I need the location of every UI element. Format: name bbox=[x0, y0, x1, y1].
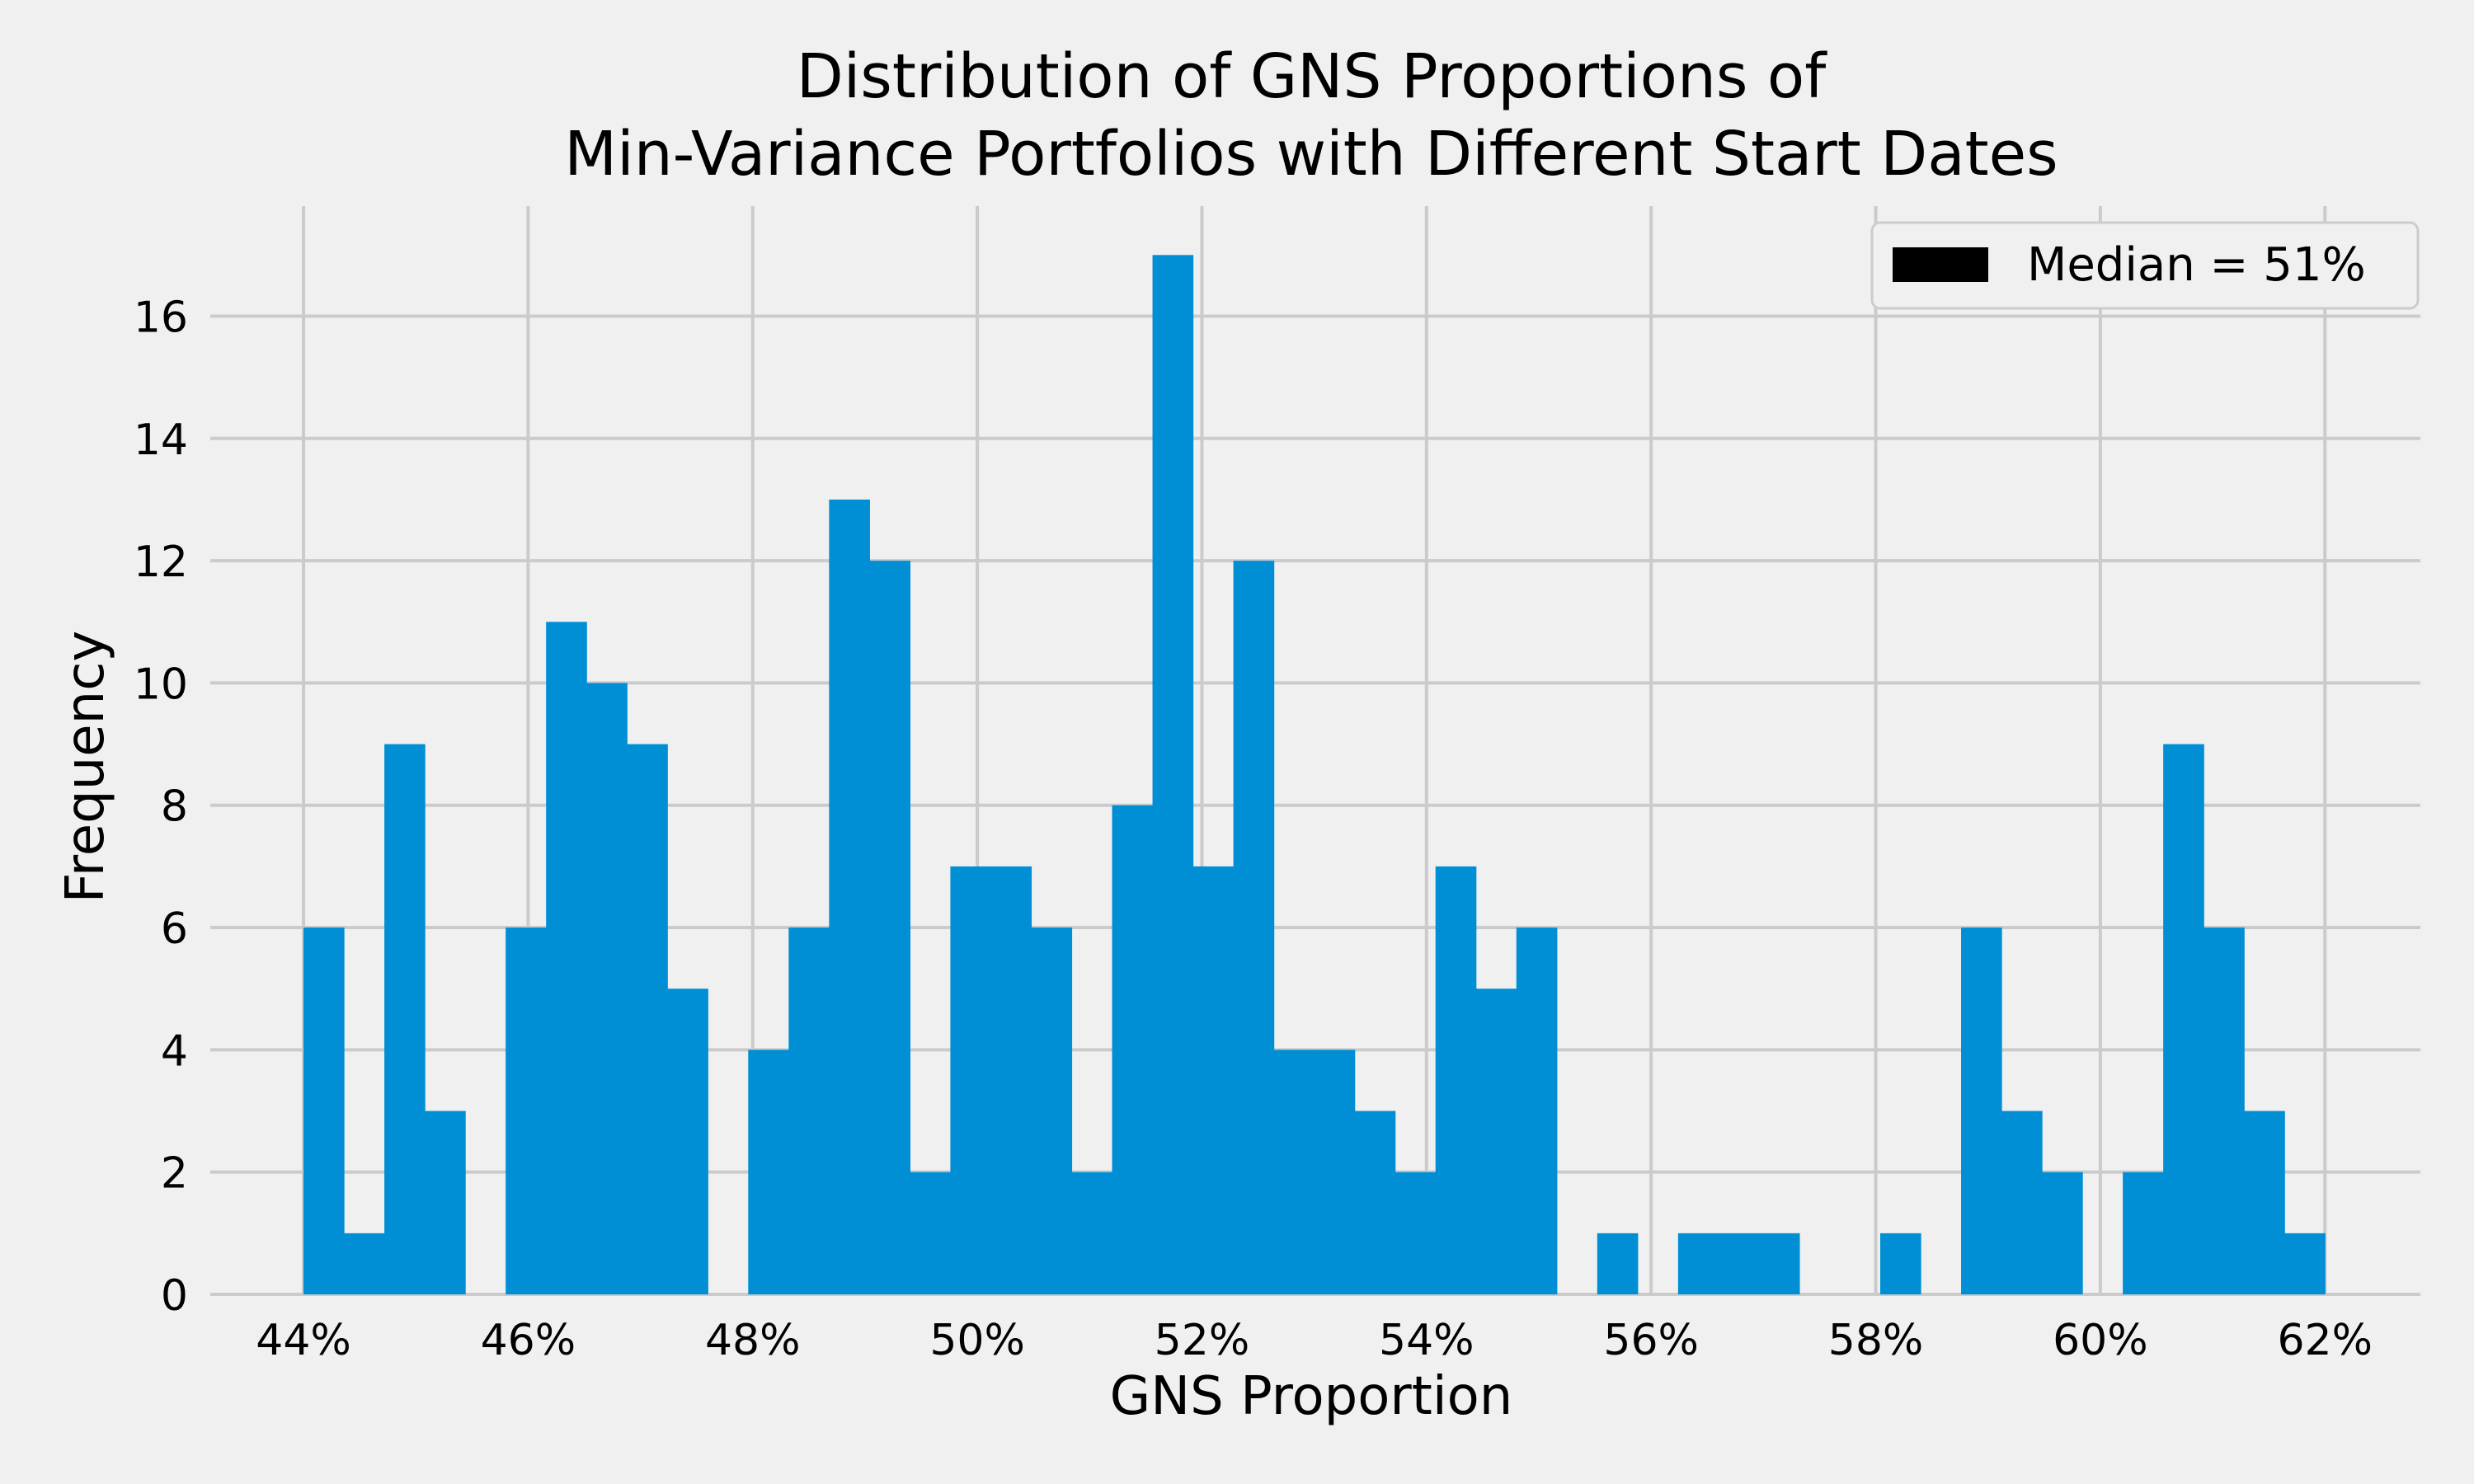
legend: Median = 51% bbox=[1870, 221, 2420, 310]
x-tick-label: 60% bbox=[2053, 1316, 2148, 1365]
chart-title-line-1: Distribution of GNS Proportions of bbox=[797, 41, 1827, 112]
histogram-bar bbox=[2042, 1172, 2083, 1294]
histogram-bar bbox=[1192, 866, 1235, 1294]
histogram-bar bbox=[1597, 1233, 1639, 1294]
y-tick-label: 8 bbox=[161, 782, 188, 832]
histogram-bars bbox=[303, 255, 2326, 1295]
x-tick-label: 58% bbox=[1828, 1316, 1924, 1365]
legend-box bbox=[1870, 221, 2420, 310]
histogram-bar bbox=[586, 683, 628, 1294]
y-tick-label: 2 bbox=[161, 1149, 188, 1199]
histogram-bar bbox=[1152, 255, 1194, 1295]
histogram-bar bbox=[1677, 1233, 1719, 1294]
y-tick-label: 0 bbox=[161, 1271, 188, 1321]
histogram-bar bbox=[950, 866, 992, 1294]
y-tick-label: 12 bbox=[134, 538, 188, 587]
histogram-bar bbox=[627, 744, 668, 1294]
x-tick-label: 48% bbox=[705, 1316, 801, 1365]
histogram-bar bbox=[1516, 928, 1558, 1294]
histogram-bar bbox=[2123, 1172, 2164, 1294]
histogram-bar bbox=[546, 622, 587, 1294]
x-tick-label: 56% bbox=[1603, 1316, 1699, 1365]
histogram-bar bbox=[788, 928, 830, 1294]
histogram-bar bbox=[384, 744, 426, 1294]
histogram-bar bbox=[2204, 928, 2245, 1294]
x-tick-label: 62% bbox=[2277, 1316, 2373, 1365]
y-tick-label: 10 bbox=[134, 660, 188, 709]
y-tick-label: 16 bbox=[134, 293, 188, 342]
x-tick-labels: 44% 46% 48% 50% 52% 54% 56% 58% 60% 62% bbox=[256, 1316, 2373, 1365]
x-tick-label: 44% bbox=[256, 1316, 351, 1365]
x-tick-label: 52% bbox=[1155, 1316, 1250, 1365]
legend-label: Median = 51% bbox=[2027, 238, 2366, 292]
histogram-bar bbox=[344, 1233, 385, 1294]
histogram-bar bbox=[990, 866, 1032, 1294]
x-tick-label: 50% bbox=[929, 1316, 1025, 1365]
legend-swatch bbox=[1893, 247, 1988, 282]
histogram-bar bbox=[1758, 1233, 1800, 1294]
y-axis-label: Frequency bbox=[55, 631, 116, 904]
histogram-bar bbox=[1961, 928, 2002, 1294]
histogram-bar bbox=[1354, 1111, 1396, 1294]
y-tick-labels: 0 2 4 6 8 10 12 14 16 bbox=[134, 293, 188, 1321]
histogram-bar bbox=[2284, 1233, 2326, 1294]
histogram-bar bbox=[829, 499, 870, 1294]
histogram-bar bbox=[425, 1111, 466, 1294]
histogram-bar bbox=[1071, 1172, 1113, 1294]
histogram-bar bbox=[2001, 1111, 2043, 1294]
histogram-bar bbox=[910, 1172, 952, 1294]
histogram-bar bbox=[1112, 805, 1154, 1294]
x-tick-label: 54% bbox=[1379, 1316, 1475, 1365]
histogram-bar bbox=[1233, 561, 1275, 1294]
y-tick-label: 14 bbox=[134, 416, 188, 465]
histogram-bar bbox=[506, 928, 547, 1294]
histogram-bar bbox=[1314, 1050, 1356, 1294]
chart-title-line-2: Min-Variance Portfolios with Different S… bbox=[564, 119, 2058, 190]
histogram-bar bbox=[1879, 1233, 1921, 1294]
histogram-bar bbox=[1031, 928, 1073, 1294]
x-tick-label: 46% bbox=[481, 1316, 576, 1365]
histogram-bar bbox=[1435, 866, 1477, 1294]
histogram-bar bbox=[2244, 1111, 2285, 1294]
histogram-bar bbox=[303, 928, 345, 1294]
histogram-bar bbox=[2163, 744, 2204, 1294]
histogram-bar bbox=[748, 1050, 789, 1294]
y-tick-label: 4 bbox=[161, 1026, 188, 1076]
histogram-bar bbox=[1718, 1233, 1760, 1294]
histogram-bar bbox=[667, 989, 708, 1294]
x-axis-label: GNS Proportion bbox=[1110, 1366, 1513, 1427]
histogram-bar bbox=[1475, 989, 1517, 1294]
histogram-bar bbox=[1273, 1050, 1315, 1294]
histogram-bar bbox=[1395, 1172, 1437, 1294]
y-tick-label: 6 bbox=[161, 904, 188, 954]
histogram-bar bbox=[869, 561, 910, 1294]
